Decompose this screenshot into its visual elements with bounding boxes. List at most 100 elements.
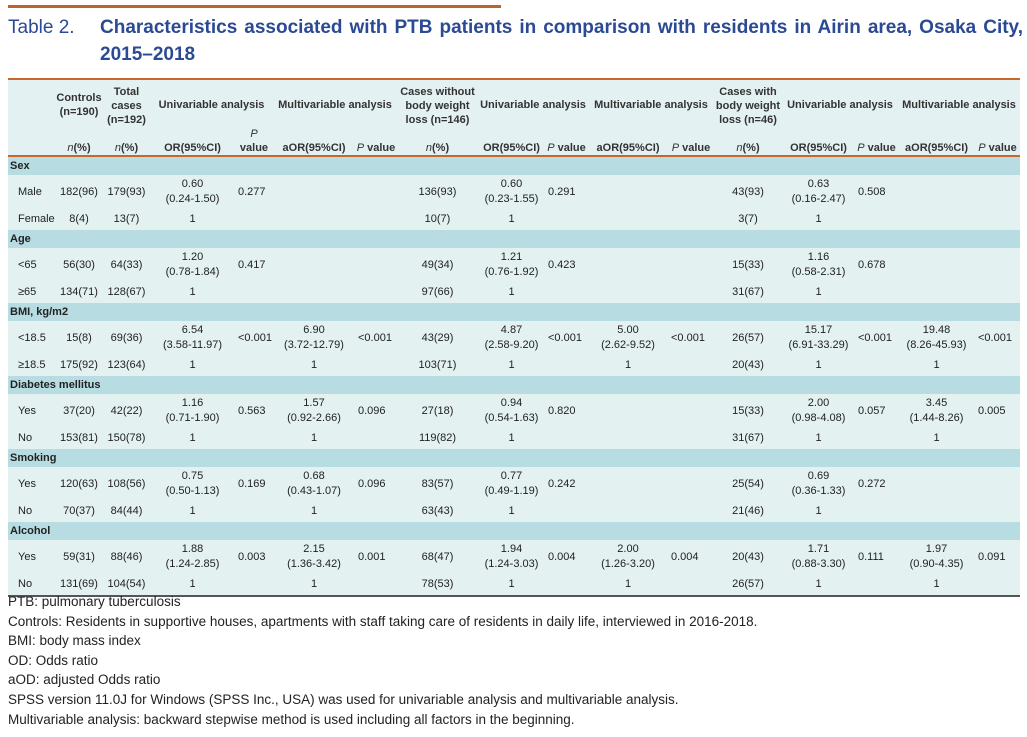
p-value-cell: 0.563 <box>235 394 273 428</box>
header-row-groups: Controls (n=190) Total cases (n=192) Univa… <box>8 78 1020 127</box>
data-cell: 119(82) <box>397 428 478 449</box>
footnote: Multivariable analysis: backward stepwis… <box>8 711 575 727</box>
data-cell: 15(8) <box>55 321 103 355</box>
header-multivariable-2: Multivariable analysis <box>588 78 714 127</box>
p-value-cell: 0.291 <box>545 175 588 209</box>
section-label: Diabetes mellitus <box>8 376 1020 394</box>
data-cell <box>898 248 975 282</box>
data-cell: 1 <box>150 282 235 303</box>
p-value-cell <box>545 428 588 449</box>
footnote: BMI: body mass index <box>8 633 141 649</box>
data-cell: 97(66) <box>397 282 478 303</box>
data-cell: 175(92) <box>55 355 103 376</box>
data-cell: 0.69 (0.36-1.33) <box>782 467 855 501</box>
subheader-or: OR(95%CI) <box>150 127 235 157</box>
table-row: <65 56(30) 64(33) 1.20 (0.78-1.84) 0.417 49(3… <box>8 248 1020 282</box>
p-value-cell: 0.678 <box>855 248 898 282</box>
table-body: Sex Male 182(96) 179(93) 0.60 (0.24-1.50) 0.2… <box>8 156 1020 597</box>
row-label: Yes <box>8 467 55 501</box>
data-cell: 1.97 (0.90-4.35) <box>898 540 975 574</box>
p-value-cell: 0.111 <box>855 540 898 574</box>
p-value-cell <box>235 501 273 522</box>
p-value-cell: <0.001 <box>855 321 898 355</box>
data-cell: 1.71 (0.88-3.30) <box>782 540 855 574</box>
footnotes: PTB: pulmonary tuberculosis Controls: Res… <box>8 592 757 729</box>
p-value-cell: 0.423 <box>545 248 588 282</box>
data-cell: 150(78) <box>103 428 150 449</box>
data-cell: 1.88 (1.24-2.85) <box>150 540 235 574</box>
footnote: SPSS version 11.0J for Windows (SPSS Inc… <box>8 691 679 707</box>
row-label: No <box>8 428 55 449</box>
row-label: No <box>8 501 55 522</box>
p-value-cell <box>355 501 397 522</box>
data-cell: 120(63) <box>55 467 103 501</box>
p-value-cell: 0.820 <box>545 394 588 428</box>
subheader-n-percent: n(%) <box>55 127 103 157</box>
data-cell: 2.15 (1.36-3.42) <box>273 540 355 574</box>
table-row: No 153(81) 150(78) 1 1 119(82) 1 31(67) 1 1 <box>8 428 1020 449</box>
data-cell <box>588 175 668 209</box>
p-value-cell <box>355 428 397 449</box>
p-value-cell <box>668 209 714 230</box>
data-cell: 1 <box>478 355 545 376</box>
p-value-cell <box>855 428 898 449</box>
subheader-or: OR(95%CI) <box>782 127 855 157</box>
data-cell: 1 <box>588 574 668 597</box>
data-cell: 1 <box>782 574 855 597</box>
p-value-cell: 0.004 <box>668 540 714 574</box>
table-row: ≥65 134(71) 128(67) 1 97(66) 1 31(67) 1 <box>8 282 1020 303</box>
p-value-cell <box>975 574 1020 597</box>
p-value-cell <box>975 248 1020 282</box>
data-cell: 153(81) <box>55 428 103 449</box>
data-cell: 13(7) <box>103 209 150 230</box>
data-cell: 0.60 (0.24-1.50) <box>150 175 235 209</box>
footnote: Controls: Residents in supportive houses… <box>8 613 758 629</box>
p-value-cell <box>668 248 714 282</box>
p-value-cell: 0.096 <box>355 467 397 501</box>
p-value-cell: 0.169 <box>235 467 273 501</box>
data-cell: 83(57) <box>397 467 478 501</box>
subheader-p-value: P value <box>855 127 898 157</box>
data-cell: 1 <box>273 355 355 376</box>
p-value-cell: 0.096 <box>355 394 397 428</box>
data-cell: 1 <box>150 574 235 597</box>
subheader-p-value: P value <box>668 127 714 157</box>
section-label: Sex <box>8 156 1020 175</box>
data-cell: 2.00 (0.98-4.08) <box>782 394 855 428</box>
data-cell: 182(96) <box>55 175 103 209</box>
data-cell: 20(43) <box>714 540 782 574</box>
p-value-cell <box>855 574 898 597</box>
subheader-aor: aOR(95%CI) <box>273 127 355 157</box>
data-cell: 3.45 (1.44-8.26) <box>898 394 975 428</box>
data-cell: 69(36) <box>103 321 150 355</box>
row-label: No <box>8 574 55 597</box>
footnote: OD: Odds ratio <box>8 652 99 668</box>
data-cell: 68(47) <box>397 540 478 574</box>
subheader-n-percent: n(%) <box>397 127 478 157</box>
data-cell <box>898 175 975 209</box>
p-value-cell <box>235 574 273 597</box>
p-value-cell <box>855 282 898 303</box>
row-label: Female <box>8 209 55 230</box>
p-value-cell: 0.417 <box>235 248 273 282</box>
data-cell: 27(18) <box>397 394 478 428</box>
data-cell: 1 <box>898 428 975 449</box>
p-value-cell <box>235 282 273 303</box>
data-cell <box>898 467 975 501</box>
p-value-cell <box>545 574 588 597</box>
p-value-cell <box>668 574 714 597</box>
p-value-cell <box>668 355 714 376</box>
data-cell: 1 <box>588 355 668 376</box>
header-blank <box>8 78 55 127</box>
data-cell: 1 <box>150 209 235 230</box>
data-cell: 1 <box>478 282 545 303</box>
header-multivariable-1: Multivariable analysis <box>273 78 397 127</box>
data-cell: 0.77 (0.49-1.19) <box>478 467 545 501</box>
data-cell: 1.16 (0.71-1.90) <box>150 394 235 428</box>
data-cell <box>273 209 355 230</box>
p-value-cell <box>545 501 588 522</box>
data-cell: 37(20) <box>55 394 103 428</box>
data-cell: 1 <box>478 209 545 230</box>
data-cell <box>588 394 668 428</box>
p-value-cell <box>355 574 397 597</box>
